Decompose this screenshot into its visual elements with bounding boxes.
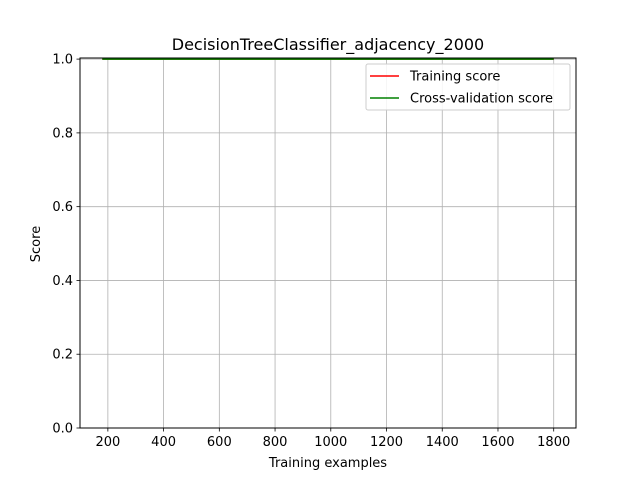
y-tick-label: 0.8 [52,126,73,141]
plot-frame [79,57,577,429]
legend: Training score Cross-validation score [365,63,571,111]
legend-box [365,63,571,111]
x-tick-label: 400 [151,435,176,450]
tick-layer: 200 400 600 800 1000 1200 1400 1600 1800 0.0 0.2 0.… [52,53,570,450]
x-tick-label: 1400 [426,435,459,450]
x-tick-label: 800 [263,435,288,450]
x-tick-label: 1200 [370,435,403,450]
x-tick-label: 600 [207,435,232,450]
y-tick-label: 0.0 [52,422,73,437]
y-tick-label: 0.4 [52,274,73,289]
y-tick-label: 1.0 [52,53,73,68]
legend-label: Cross-validation score [410,92,553,107]
y-tick-label: 0.2 [52,348,73,363]
legend-label: Training score [409,70,500,85]
x-tick-label: 1600 [481,435,514,450]
x-tick-label: 1800 [537,435,570,450]
x-axis-label: Training examples [268,456,387,471]
x-tick-label: 200 [95,435,120,450]
y-tick-label: 0.6 [52,200,73,215]
chart-title: DecisionTreeClassifier_adjacency_2000 [172,35,484,55]
x-tick-label: 1000 [314,435,347,450]
grid-layer [80,58,576,429]
y-axis-label: Score [29,226,44,262]
